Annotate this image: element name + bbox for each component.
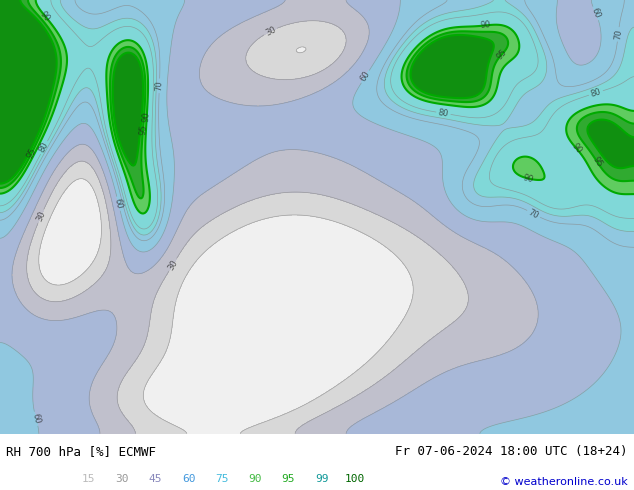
Text: 90: 90 bbox=[522, 173, 534, 184]
Text: 15: 15 bbox=[82, 474, 96, 484]
Text: 30: 30 bbox=[35, 210, 47, 223]
Text: 90: 90 bbox=[570, 142, 583, 156]
Text: 95: 95 bbox=[590, 155, 604, 169]
Text: 95: 95 bbox=[495, 48, 508, 61]
Text: Fr 07-06-2024 18:00 UTC (18+24): Fr 07-06-2024 18:00 UTC (18+24) bbox=[395, 445, 628, 458]
Text: 30: 30 bbox=[264, 25, 278, 38]
Text: 60: 60 bbox=[113, 197, 124, 210]
Text: 100: 100 bbox=[345, 474, 365, 484]
Text: 30: 30 bbox=[115, 474, 129, 484]
Text: 80: 80 bbox=[37, 141, 51, 154]
Text: 60: 60 bbox=[359, 70, 372, 84]
Text: 95: 95 bbox=[138, 123, 148, 135]
Text: 90: 90 bbox=[38, 9, 52, 23]
Text: 60: 60 bbox=[30, 413, 42, 425]
Text: 60: 60 bbox=[590, 7, 602, 20]
Text: 80: 80 bbox=[590, 87, 602, 99]
Text: RH 700 hPa [%] ECMWF: RH 700 hPa [%] ECMWF bbox=[6, 445, 157, 458]
Text: 45: 45 bbox=[148, 474, 162, 484]
Text: 80: 80 bbox=[437, 108, 450, 119]
Text: 95: 95 bbox=[25, 147, 38, 160]
Text: 90: 90 bbox=[142, 111, 152, 122]
Text: 70: 70 bbox=[527, 207, 540, 220]
Text: 75: 75 bbox=[215, 474, 229, 484]
Text: 95: 95 bbox=[281, 474, 295, 484]
Text: 60: 60 bbox=[182, 474, 195, 484]
Text: 30: 30 bbox=[166, 258, 179, 271]
Text: © weatheronline.co.uk: © weatheronline.co.uk bbox=[500, 477, 628, 487]
Text: 70: 70 bbox=[613, 28, 623, 40]
Text: 90: 90 bbox=[249, 474, 262, 484]
Text: 99: 99 bbox=[315, 474, 328, 484]
Text: 70: 70 bbox=[155, 80, 164, 91]
Text: 90: 90 bbox=[480, 21, 491, 30]
